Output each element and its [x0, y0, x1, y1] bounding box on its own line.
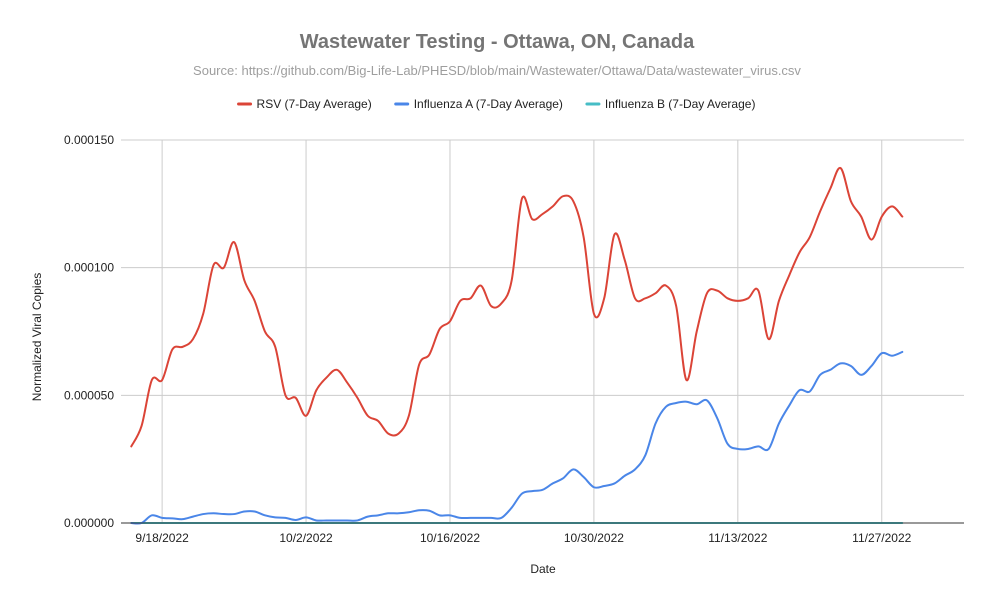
y-tick-label: 0.000150 [64, 133, 114, 147]
legend-label: Influenza A (7-Day Average) [414, 97, 563, 111]
legend: RSV (7-Day Average) Influenza A (7-Day Av… [237, 97, 756, 111]
y-tick-label: 0.000050 [64, 388, 114, 402]
legend-item: Influenza B (7-Day Average) [585, 97, 756, 111]
series-line-rsv [130, 167, 904, 448]
chart-title: Wastewater Testing - Ottawa, ON, Canada [300, 31, 695, 53]
x-tick-label: 9/18/2022 [135, 531, 189, 545]
y-tick-label: 0.000000 [64, 516, 114, 530]
y-axis-ticks: 0.000000 0.000050 0.000100 0.000150 [64, 133, 114, 530]
legend-label: RSV (7-Day Average) [257, 97, 372, 111]
y-axis-label: Normalized Viral Copies [30, 273, 44, 402]
chart-subtitle: Source: https://github.com/Big-Life-Lab/… [193, 63, 801, 78]
legend-item: Influenza A (7-Day Average) [394, 97, 563, 111]
y-tick-label: 0.000100 [64, 261, 114, 275]
x-axis-label: Date [530, 562, 556, 576]
series-line-influenza-a [130, 350, 904, 525]
series-group [130, 167, 904, 525]
legend-label: Influenza B (7-Day Average) [605, 97, 756, 111]
x-tick-label: 11/13/2022 [708, 531, 767, 545]
x-tick-label: 10/2/2022 [279, 531, 333, 545]
x-tick-label: 10/30/2022 [564, 531, 624, 545]
x-axis-ticks: 9/18/2022 10/2/2022 10/16/2022 10/30/2022 11… [135, 531, 911, 545]
gridlines [121, 139, 964, 523]
x-tick-label: 10/16/2022 [420, 531, 480, 545]
legend-item: RSV (7-Day Average) [237, 97, 372, 111]
x-tick-label: 11/27/2022 [852, 531, 911, 545]
